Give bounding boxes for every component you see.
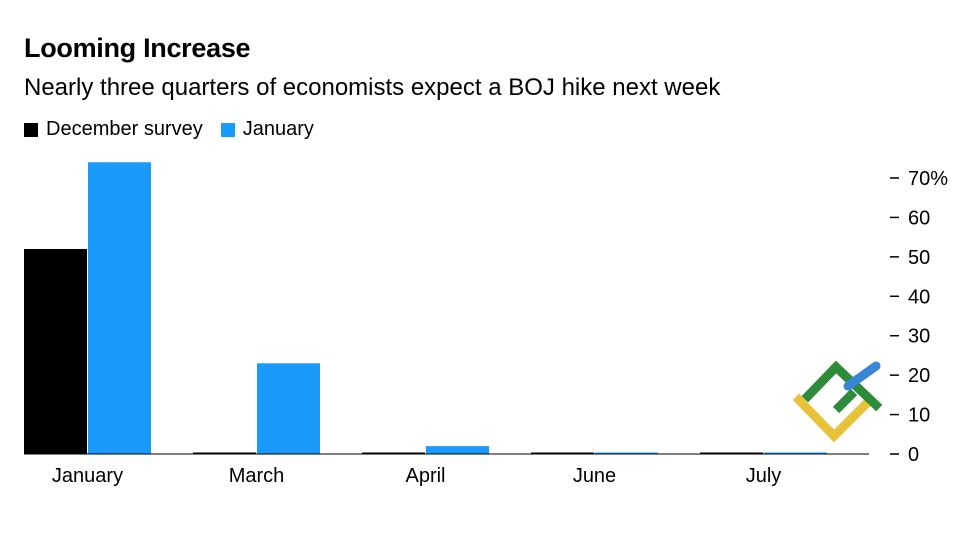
logo-green-stroke: [801, 360, 883, 412]
bar-december-survey-june: [531, 452, 594, 454]
legend-label-january: January: [242, 118, 314, 140]
bar-december-survey-january: [24, 248, 87, 454]
legend-swatch-january: [220, 122, 235, 137]
logo-watermark: [792, 360, 883, 443]
y-tick-label-50: 50: [908, 247, 930, 269]
legend-swatch-december-survey: [24, 122, 38, 137]
bar-december-survey-july: [700, 452, 763, 454]
y-tick-label-20: 20: [908, 365, 930, 387]
bar-january-june: [595, 452, 658, 454]
x-tick-label-march: March: [229, 465, 285, 487]
y-tick-label-70: 70%: [908, 168, 948, 190]
bar-january-july: [764, 452, 827, 454]
bar-january-january: [88, 162, 151, 454]
y-axis: 0 10 20 30 40 50 60 70%: [890, 168, 948, 466]
bar-january-april: [426, 446, 489, 454]
chart-subtitle: Nearly three quarters of economists expe…: [24, 74, 721, 101]
bar-january-march: [257, 363, 320, 454]
x-tick-label-april: April: [405, 465, 445, 487]
bar-december-survey-march: [193, 452, 256, 454]
logo-green-bar: [832, 388, 858, 414]
legend-item-december-survey: December survey: [24, 118, 203, 141]
logo-yellow-stroke: [792, 393, 875, 443]
legend-label-december-survey: December survey: [46, 118, 203, 140]
chart-title: Looming Increase: [24, 33, 251, 63]
x-tick-label-july: July: [746, 465, 782, 487]
legend-item-january: January: [220, 118, 314, 141]
y-tick-label-30: 30: [908, 326, 930, 348]
x-tick-label-june: June: [573, 465, 616, 487]
y-tick-label-0: 0: [908, 444, 919, 466]
y-tick-label-10: 10: [908, 405, 930, 427]
chart-legend: December survey January: [24, 118, 332, 141]
bar-december-survey-april: [362, 452, 425, 454]
bars-group: [24, 162, 827, 454]
y-tick-label-40: 40: [908, 286, 930, 308]
y-tick-label-60: 60: [908, 207, 930, 229]
x-tick-label-january: January: [52, 465, 123, 487]
logo-blue-stroke: [843, 361, 881, 391]
x-axis: January March April June July: [52, 465, 781, 487]
